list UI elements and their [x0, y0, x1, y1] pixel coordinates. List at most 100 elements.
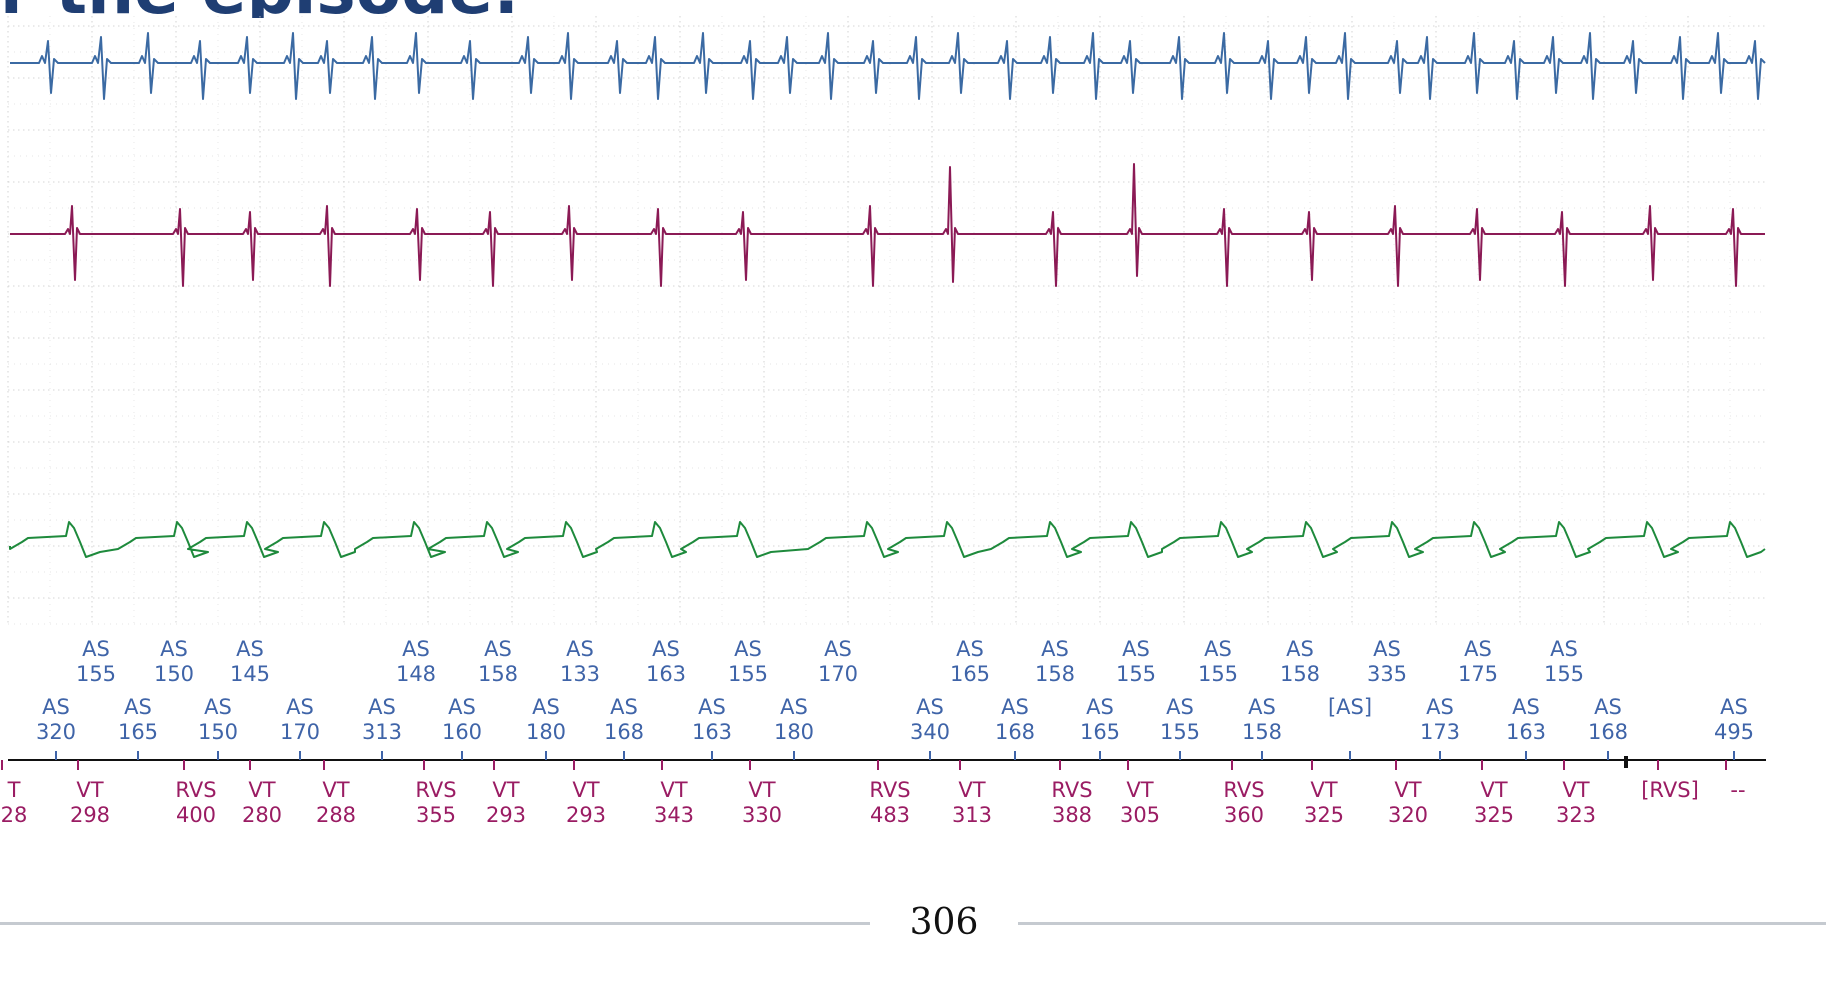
atrial-top-marker-value: 155 — [728, 662, 768, 686]
atrial-top-marker-value: 163 — [646, 662, 686, 686]
ventricular-marker-value: 293 — [486, 803, 526, 827]
atrial-top-marker-value: 155 — [76, 662, 116, 686]
atrial-bottom-marker-label: [AS] — [1328, 695, 1372, 719]
ventricular-marker-label: RVS — [415, 778, 456, 802]
ventricular-marker-label: VT — [492, 778, 519, 802]
atrial-top-marker-value: 148 — [396, 662, 436, 686]
far-field-egm-trace — [9, 521, 1766, 558]
atrial-top-marker-label: AS — [1041, 637, 1069, 661]
atrial-top-marker-label: AS — [1122, 637, 1150, 661]
atrial-bottom-marker-value: 150 — [198, 720, 238, 744]
ventricular-marker-label: RVS — [175, 778, 216, 802]
atrial-top-marker-value: 175 — [1458, 662, 1498, 686]
ventricular-marker-label: RVS — [1223, 778, 1264, 802]
atrial-bottom-marker-value: 165 — [1080, 720, 1120, 744]
atrial-top-marker-label: AS — [82, 637, 110, 661]
atrial-egm-trace — [10, 32, 1766, 100]
atrial-top-marker-label: AS — [1286, 637, 1314, 661]
atrial-bottom-marker-value: 180 — [774, 720, 814, 744]
atrial-marker-row-2: AS320AS165AS150AS170AS313AS160AS180AS168… — [36, 695, 1754, 744]
ventricular-marker-label: T — [7, 778, 21, 802]
atrial-top-marker-label: AS — [652, 637, 680, 661]
ventricular-marker-label: RVS — [869, 778, 910, 802]
atrial-bottom-marker-label: AS — [42, 695, 70, 719]
atrial-bottom-marker-value: 495 — [1714, 720, 1754, 744]
atrial-top-marker-label: AS — [1464, 637, 1492, 661]
ventricular-marker-label: -- — [1730, 778, 1745, 802]
atrial-bottom-marker-label: AS — [1248, 695, 1276, 719]
page-footer: 306 — [0, 895, 1826, 955]
ventricular-marker-label: VT — [1126, 778, 1153, 802]
atrial-top-marker-label: AS — [236, 637, 264, 661]
atrial-top-marker-label: AS — [824, 637, 852, 661]
atrial-top-marker-label: AS — [484, 637, 512, 661]
atrial-top-marker-value: 155 — [1544, 662, 1584, 686]
atrial-top-marker-value: 150 — [154, 662, 194, 686]
ventricular-marker-label: VT — [1480, 778, 1507, 802]
atrial-bottom-marker-label: AS — [1426, 695, 1454, 719]
atrial-bottom-marker-label: AS — [610, 695, 638, 719]
atrial-top-marker-label: AS — [734, 637, 762, 661]
atrial-bottom-marker-label: AS — [1512, 695, 1540, 719]
ventricular-marker-label: VT — [572, 778, 599, 802]
ventricular-marker-value: 483 — [870, 803, 910, 827]
ventricular-marker-label: VT — [248, 778, 275, 802]
ventricular-marker-value: 280 — [242, 803, 282, 827]
ventricular-marker-value: 288 — [316, 803, 356, 827]
ventricular-marker-label: VT — [322, 778, 349, 802]
atrial-bottom-marker-value: 313 — [362, 720, 402, 744]
atrial-top-marker-label: AS — [1550, 637, 1578, 661]
ventricular-marker-label: VT — [1394, 778, 1421, 802]
grid-minor-lines — [8, 16, 1765, 625]
atrial-top-marker-label: AS — [566, 637, 594, 661]
ventricular-marker-value: 355 — [416, 803, 456, 827]
ventricular-marker-value: 400 — [176, 803, 216, 827]
atrial-bottom-marker-label: AS — [124, 695, 152, 719]
atrial-bottom-marker-value: 165 — [118, 720, 158, 744]
atrial-bottom-marker-value: 340 — [910, 720, 950, 744]
ventricular-marker-value: 325 — [1304, 803, 1344, 827]
atrial-bottom-marker-label: AS — [1001, 695, 1029, 719]
atrial-bottom-marker-label: AS — [1086, 695, 1114, 719]
ventricular-marker-value: 325 — [1474, 803, 1514, 827]
atrial-bottom-marker-label: AS — [286, 695, 314, 719]
ventricular-marker-value: 28 — [1, 803, 28, 827]
egm-strip: AS155AS150AS145AS148AS158AS133AS163AS155… — [1, 16, 1766, 827]
atrial-bottom-marker-value: 163 — [692, 720, 732, 744]
marker-channel-axis — [1, 751, 1766, 770]
atrial-bottom-marker-value: 180 — [526, 720, 566, 744]
rv-egm-trace — [10, 163, 1765, 287]
atrial-bottom-marker-value: 160 — [442, 720, 482, 744]
atrial-bottom-marker-value: 163 — [1506, 720, 1546, 744]
atrial-bottom-marker-value: 168 — [1588, 720, 1628, 744]
atrial-top-marker-value: 170 — [818, 662, 858, 686]
atrial-top-marker-value: 335 — [1367, 662, 1407, 686]
atrial-top-marker-value: 155 — [1198, 662, 1238, 686]
ventricular-marker-value: 298 — [70, 803, 110, 827]
ventricular-marker-row: T28VT298RVS400VT280VT288RVS355VT293VT293… — [1, 778, 1746, 827]
ventricular-marker-label: VT — [1562, 778, 1589, 802]
atrial-top-marker-value: 158 — [1035, 662, 1075, 686]
grid — [7, 16, 1765, 625]
ventricular-marker-label: [RVS] — [1641, 778, 1699, 802]
page-number: 306 — [909, 902, 979, 943]
ventricular-marker-value: 360 — [1224, 803, 1264, 827]
atrial-top-marker-label: AS — [160, 637, 188, 661]
atrial-bottom-marker-value: 320 — [36, 720, 76, 744]
atrial-bottom-marker-label: AS — [1594, 695, 1622, 719]
atrial-bottom-marker-label: AS — [916, 695, 944, 719]
atrial-bottom-marker-label: AS — [1166, 695, 1194, 719]
atrial-bottom-marker-label: AS — [532, 695, 560, 719]
atrial-bottom-marker-value: 168 — [604, 720, 644, 744]
atrial-top-marker-value: 158 — [1280, 662, 1320, 686]
egm-traces — [9, 32, 1766, 558]
atrial-bottom-marker-label: AS — [780, 695, 808, 719]
ventricular-marker-value: 320 — [1388, 803, 1428, 827]
ventricular-marker-value: 313 — [952, 803, 992, 827]
atrial-top-marker-label: AS — [956, 637, 984, 661]
ventricular-marker-label: VT — [660, 778, 687, 802]
atrial-bottom-marker-value: 170 — [280, 720, 320, 744]
atrial-bottom-marker-value: 168 — [995, 720, 1035, 744]
ventricular-marker-value: 330 — [742, 803, 782, 827]
